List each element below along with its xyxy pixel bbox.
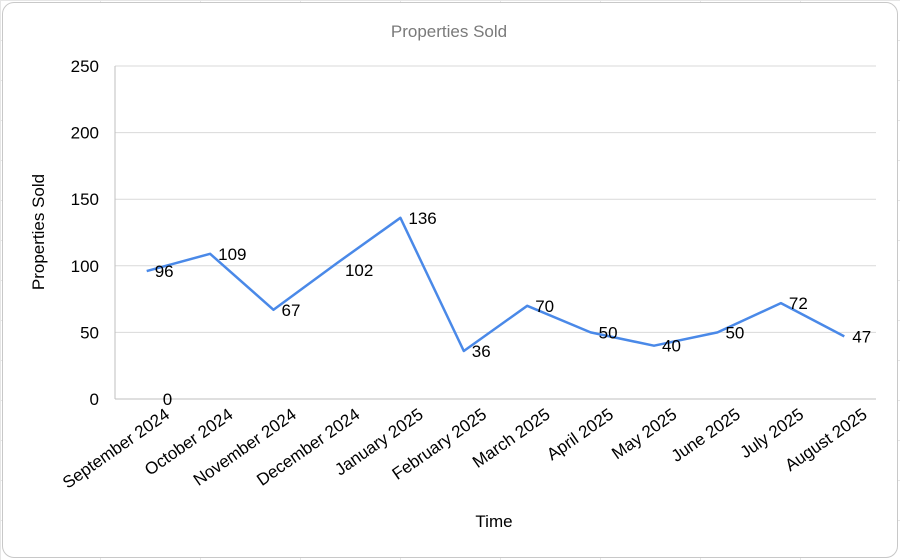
data-label: 67 [282,301,301,320]
y-tick-label: 200 [71,124,99,143]
data-label: 109 [218,245,246,264]
y-axis-ticks: 0 50 100 150 200 250 [71,57,99,409]
data-label-zero: 0 [163,390,172,409]
y-tick-label: 50 [80,323,99,342]
x-tick-label: June 2025 [668,405,744,466]
data-label: 136 [408,209,436,228]
chart-title: Properties Sold [391,22,507,41]
x-axis-title: Time [475,512,512,531]
y-tick-label: 100 [71,257,99,276]
data-labels: 96 109 67 102 136 36 70 50 40 50 72 47 0 [155,209,872,409]
data-label: 72 [789,294,808,313]
x-tick-label: April 2025 [543,405,617,464]
x-tick-label: September 2024 [59,405,173,493]
data-label: 36 [472,342,491,361]
data-label: 70 [535,297,554,316]
data-label: 96 [155,262,174,281]
data-label: 50 [725,323,744,342]
data-label: 40 [662,337,681,356]
gridlines [114,65,876,400]
data-label: 102 [345,261,373,280]
y-tick-label: 0 [90,390,99,409]
data-label: 47 [852,327,871,346]
series-line [146,216,845,353]
y-tick-label: 150 [71,190,99,209]
y-tick-label: 250 [71,57,99,76]
y-axis-title: Properties Sold [29,174,48,290]
data-label: 50 [599,323,618,342]
